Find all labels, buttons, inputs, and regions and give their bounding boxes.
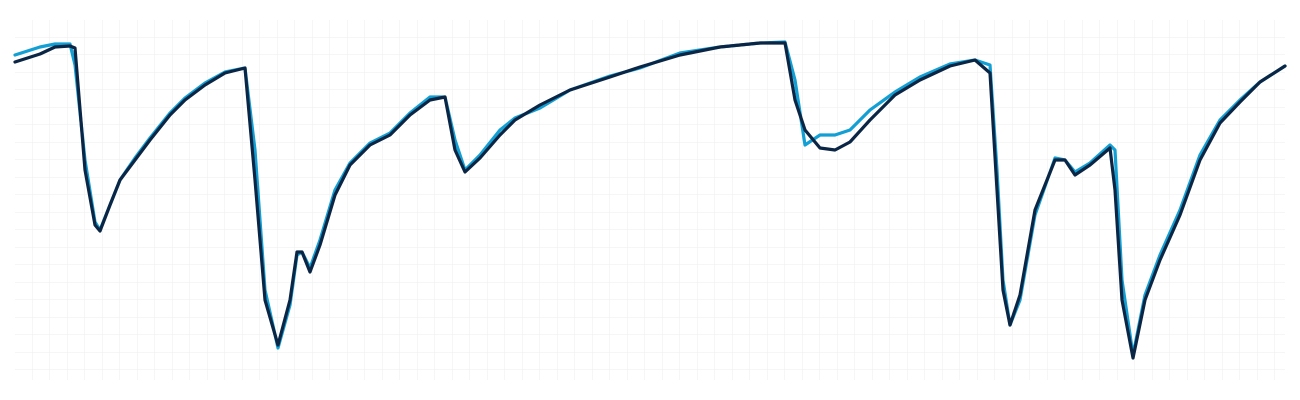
grid: [15, 20, 1285, 380]
plot-area: [13, 20, 1287, 380]
series-line: [13, 41, 1287, 360]
